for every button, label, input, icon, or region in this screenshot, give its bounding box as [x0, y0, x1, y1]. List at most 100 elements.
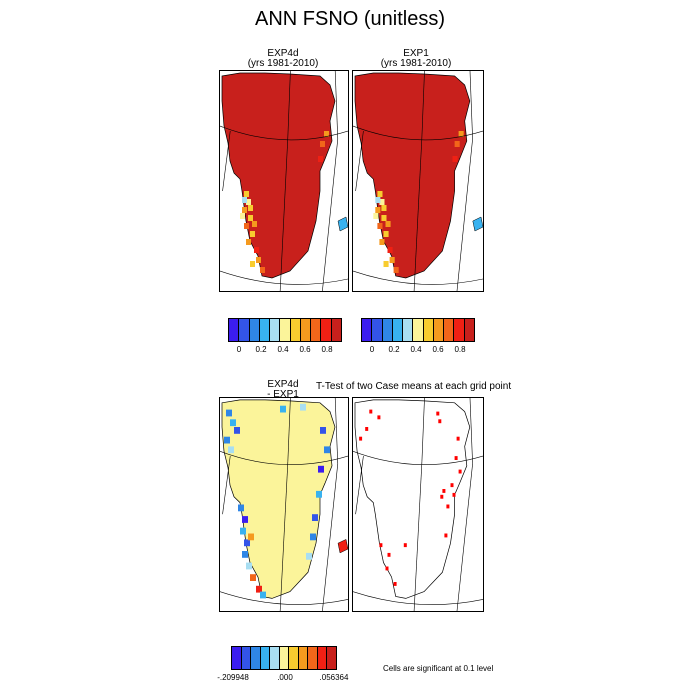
- iceland-fragment: [472, 216, 483, 232]
- colorbar-exp4d-tick: 0.4: [277, 345, 289, 354]
- colorbar-exp4d-swatch: [311, 319, 322, 341]
- map-cell: [234, 427, 240, 434]
- meridian-line: [322, 463, 339, 611]
- colorbar-diff-swatch: [289, 647, 299, 669]
- significant-cell: [446, 504, 450, 509]
- map-cell: [387, 247, 393, 253]
- latitude-line: [220, 450, 348, 465]
- colorbar-exp1-swatch: [464, 319, 474, 341]
- colorbar-exp4d-tick: 0: [236, 345, 242, 354]
- colorbar-diff-swatch: [270, 647, 280, 669]
- significant-cell: [379, 543, 383, 548]
- colorbar-exp1-swatch: [454, 319, 465, 341]
- colorbar-diff-swatch: [232, 647, 242, 669]
- map-cell: [375, 197, 381, 203]
- colorbar-diff-tick: .000: [277, 673, 293, 682]
- latitude-line: [220, 125, 348, 141]
- map-cell: [385, 221, 391, 227]
- map-cell: [226, 409, 232, 417]
- map-cell: [324, 446, 330, 454]
- meridian-line: [355, 130, 364, 192]
- map-cell: [256, 257, 261, 263]
- significant-cell: [385, 566, 389, 571]
- colorbar-exp1-swatch: [392, 319, 404, 341]
- colorbar-exp4d-swatch: [249, 319, 260, 341]
- graticule: [353, 398, 483, 611]
- map-cell: [383, 231, 389, 237]
- colorbar-exp1-tick: 0.6: [432, 345, 444, 354]
- map-cell: [377, 191, 383, 197]
- colorbar-diff-swatch: [251, 647, 261, 669]
- panel1-title-line2: (yrs 1981-2010): [247, 58, 319, 69]
- colorbar-exp1-swatch: [433, 319, 445, 341]
- map-cell: [252, 221, 257, 227]
- colorbar-diff-swatch: [298, 647, 309, 669]
- colorbar-diff-swatch: [317, 647, 328, 669]
- greenland-field: [221, 399, 336, 599]
- colorbar-exp4d-swatch: [280, 319, 291, 341]
- map-cell: [250, 261, 255, 267]
- colorbar-diff-swatch: [260, 647, 271, 669]
- latitude-line: [353, 270, 483, 285]
- map-cell: [381, 215, 387, 221]
- greenland-outline: [354, 399, 471, 599]
- colorbar-exp1: [361, 318, 475, 342]
- iceland-fragment: [337, 539, 348, 554]
- panel1-title-line1: EXP4d: [267, 48, 299, 59]
- map-cell: [377, 223, 383, 229]
- significant-cell: [442, 489, 446, 493]
- map-cell: [324, 131, 329, 137]
- map-cell: [381, 205, 387, 211]
- colorbar-exp4d-tick: 0.2: [255, 345, 267, 354]
- significant-cell: [365, 427, 369, 431]
- graticule: [220, 71, 348, 291]
- graticule: [353, 71, 483, 291]
- meridian-line: [469, 71, 473, 140]
- map-cell: [250, 231, 255, 237]
- map-cell: [310, 533, 316, 541]
- map-ttest: [353, 398, 483, 611]
- significant-cell: [369, 409, 373, 414]
- map-cell: [240, 527, 246, 535]
- significant-cell: [436, 411, 440, 416]
- colorbar-exp4d: [228, 318, 342, 342]
- colorbar-exp1-swatch: [444, 319, 455, 341]
- map-cell: [383, 261, 389, 267]
- graticule: [220, 398, 348, 611]
- panel2-title-line1: EXP1: [403, 48, 429, 59]
- map-panel-exp1: [352, 70, 484, 292]
- meridian-line: [355, 456, 364, 515]
- map-cell: [238, 504, 244, 512]
- significant-cell: [452, 492, 456, 497]
- latitude-line: [220, 270, 348, 285]
- colorbar-diff-tick: .056364: [319, 673, 349, 682]
- colorbar-exp4d-swatch: [259, 319, 271, 341]
- map-cell: [375, 207, 381, 213]
- meridian-line: [421, 71, 425, 138]
- map-cell: [389, 257, 395, 263]
- map-cell: [240, 213, 245, 219]
- meridian-line: [413, 136, 423, 291]
- colorbar-diff-swatch: [279, 647, 290, 669]
- map-cell: [280, 405, 286, 413]
- map-cell: [312, 514, 318, 521]
- meridian-line: [287, 71, 291, 138]
- figure-title: ANN FSNO (unitless): [254, 8, 446, 30]
- significant-cell: [393, 582, 397, 586]
- latitude-line: [353, 591, 483, 605]
- significant-cell: [454, 456, 458, 460]
- significant-cell: [444, 533, 448, 538]
- map-cell: [244, 539, 250, 547]
- panel2-title: EXP1 (yrs 1981-2010): [352, 49, 480, 69]
- significant-cell: [377, 415, 381, 420]
- colorbar-exp1-tick: 0.8: [454, 345, 466, 354]
- colorbar-exp4d-swatch: [239, 319, 250, 341]
- map-cell: [250, 574, 256, 581]
- colorbar-exp4d-tick: 0.6: [299, 345, 311, 354]
- map-cell: [393, 267, 399, 273]
- significant-cell: [458, 469, 462, 474]
- significant-cell: [359, 436, 363, 441]
- panel4-title: T-Test of two Case means at each grid po…: [316, 381, 512, 392]
- colorbar-exp1-swatch: [362, 319, 373, 341]
- panel2-title-line2: (yrs 1981-2010): [380, 58, 452, 69]
